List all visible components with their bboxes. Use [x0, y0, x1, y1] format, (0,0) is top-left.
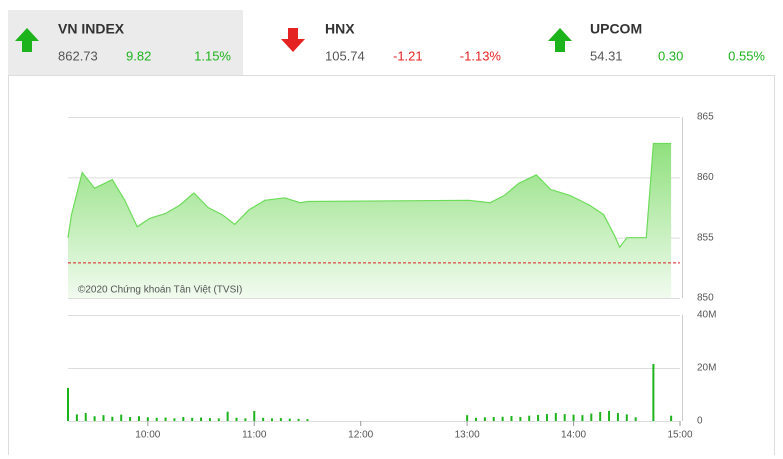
volume-bar — [164, 417, 167, 421]
volume-bar — [155, 417, 158, 421]
index-change: 0.30 — [658, 48, 683, 63]
volume-bar — [93, 416, 96, 421]
volume-bar — [137, 416, 140, 421]
volume-bar — [288, 418, 291, 421]
volume-bar — [173, 418, 176, 421]
volume-bar — [466, 415, 469, 421]
index-name: HNX — [325, 21, 355, 37]
chart-frame — [8, 75, 775, 459]
index-change: -1.21 — [393, 48, 423, 63]
volume-bar — [581, 415, 584, 421]
volume-bar — [590, 413, 593, 421]
volume-bar — [67, 387, 69, 421]
price-area — [68, 143, 672, 298]
volume-bar — [625, 414, 628, 421]
volume-bar — [519, 417, 522, 421]
volume-bar — [297, 418, 300, 421]
volume-bar — [475, 417, 477, 421]
index-value: 54.31 — [590, 48, 623, 63]
y-tick-label: 865 — [697, 112, 714, 123]
volume-bar — [563, 414, 566, 421]
index-percent: -1.13% — [460, 48, 502, 63]
volume-bar — [572, 414, 575, 421]
volume-bar — [84, 413, 87, 421]
volume-bar — [483, 417, 486, 421]
x-tick-label: 14:00 — [561, 430, 586, 441]
price-line — [67, 142, 672, 249]
index-name: VN INDEX — [58, 21, 125, 37]
volume-bar — [670, 415, 673, 421]
volume-bar — [599, 411, 602, 421]
index-change: 9.82 — [126, 48, 151, 63]
index-percent: 0.55% — [728, 48, 765, 63]
index-name: UPCOM — [590, 21, 642, 37]
volume-bar — [244, 418, 247, 421]
active-tile — [8, 10, 243, 75]
volume-bar — [111, 416, 114, 421]
volume-bar — [279, 418, 282, 421]
volume-bar — [262, 417, 265, 421]
y-tick-label: 20M — [697, 363, 716, 374]
copyright: ©2020 Chứng khoán Tân Việt (TVSI) — [78, 285, 242, 296]
y-tick-label: 850 — [697, 293, 714, 304]
x-tick-label: 10:00 — [135, 430, 160, 441]
volume-bar — [146, 417, 149, 421]
volume-bar — [545, 414, 548, 421]
down-arrow — [281, 28, 305, 52]
y-tick-label: 860 — [697, 172, 714, 183]
y-tick-label: 0 — [697, 416, 703, 427]
volume-bar — [528, 415, 531, 421]
volume-bar — [226, 411, 229, 421]
x-tick-label: 13:00 — [455, 430, 480, 441]
x-tick-label: 12:00 — [348, 430, 373, 441]
volume-bar — [191, 417, 194, 421]
volume-bar — [554, 413, 557, 421]
volume-bar — [129, 417, 132, 421]
x-tick-label: 15:00 — [667, 430, 692, 441]
volume-bar — [120, 414, 123, 421]
volume-bar — [217, 418, 220, 421]
x-tick-label: 11:00 — [242, 430, 267, 441]
index-percent: 1.15% — [194, 48, 231, 63]
volume-bar — [537, 414, 540, 421]
volume-bar — [634, 417, 637, 421]
index-value: 105.74 — [325, 48, 365, 63]
index-value: 862.73 — [58, 48, 98, 63]
volume-bar — [510, 415, 513, 421]
volume-bar — [200, 417, 203, 421]
volume-bar — [652, 364, 655, 421]
volume-bar — [501, 416, 504, 421]
volume-bar — [208, 418, 211, 421]
up-arrow — [15, 28, 39, 52]
volume-bar — [235, 417, 238, 421]
y-tick-label: 855 — [697, 232, 714, 243]
up-arrow — [548, 28, 572, 52]
volume-bar — [253, 410, 256, 421]
volume-bar — [182, 417, 185, 421]
volume-bar — [492, 417, 495, 421]
volume-bar — [306, 419, 309, 421]
volume-bar — [102, 415, 105, 421]
volume-bar — [271, 418, 273, 421]
volume-bar — [608, 410, 611, 421]
volume-bar — [75, 414, 78, 421]
volume-bar — [616, 413, 619, 421]
y-tick-label: 40M — [697, 310, 716, 321]
